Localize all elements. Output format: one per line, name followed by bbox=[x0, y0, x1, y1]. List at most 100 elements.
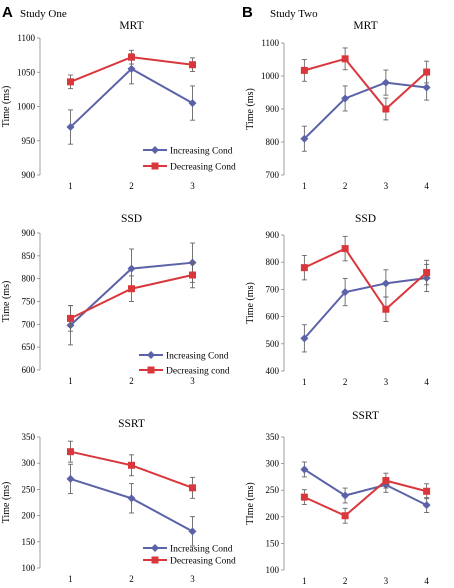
y-tick-label: 900 bbox=[266, 104, 280, 114]
legend: Increasing Cond Decreasing Cond bbox=[143, 146, 236, 173]
data-point bbox=[66, 474, 75, 483]
x-tick-label: 2 bbox=[129, 376, 134, 386]
data-point bbox=[382, 105, 390, 113]
x-tick-label: 2 bbox=[129, 574, 134, 584]
y-tick-label: 800 bbox=[266, 257, 280, 267]
legend-swatch-marker bbox=[151, 162, 159, 170]
x-tick-label: 2 bbox=[129, 181, 134, 191]
x-tick-label: 4 bbox=[424, 377, 429, 387]
data-point bbox=[341, 55, 349, 63]
y-tick-label: 350 bbox=[22, 432, 36, 442]
data-point bbox=[127, 64, 136, 73]
legend-swatch-marker bbox=[151, 544, 159, 552]
series-increasing bbox=[66, 463, 197, 547]
x-tick-label: 1 bbox=[68, 376, 73, 386]
series-increasing bbox=[300, 461, 431, 513]
y-tick-label: 650 bbox=[22, 342, 36, 352]
y-tick-label: 200 bbox=[266, 512, 280, 522]
data-point bbox=[188, 99, 197, 108]
data-point bbox=[300, 134, 309, 143]
series-decreasing bbox=[300, 235, 431, 322]
y-tick-label: 900 bbox=[266, 230, 280, 240]
series-increasing bbox=[300, 69, 431, 152]
y-tick-label: 250 bbox=[266, 485, 280, 495]
legend-label: Decreasing cond bbox=[166, 367, 230, 377]
panel-letter-b: B bbox=[242, 4, 253, 21]
y-tick-label: 1100 bbox=[17, 33, 35, 43]
legend-label: Increasing Cond bbox=[166, 352, 229, 362]
x-tick-label: 1 bbox=[302, 377, 307, 387]
data-point bbox=[300, 465, 309, 474]
y-tick-label: 1000 bbox=[17, 102, 36, 112]
legend: Increasing Cond Decreasing cond bbox=[139, 351, 230, 377]
series-line bbox=[303, 81, 427, 140]
y-axis-label: Time (ms) bbox=[1, 281, 12, 323]
x-tick-label: 2 bbox=[343, 181, 348, 191]
data-point bbox=[189, 61, 196, 69]
data-point bbox=[128, 461, 135, 469]
legend-swatch-marker bbox=[151, 146, 159, 154]
chart-title: SSD bbox=[355, 213, 376, 225]
y-tick-label: 600 bbox=[22, 365, 36, 375]
x-tick-label: 4 bbox=[424, 576, 429, 586]
y-axis-label: Time (ms) bbox=[245, 282, 256, 324]
y-tick-label: 750 bbox=[22, 297, 36, 307]
data-point bbox=[341, 288, 350, 297]
x-tick-label: 3 bbox=[384, 377, 389, 387]
data-point bbox=[423, 269, 431, 277]
data-point bbox=[423, 487, 431, 495]
panel-letter-a: A bbox=[2, 4, 13, 21]
chart-6: SSRT 100 150 200 250 300 350 1 2 3 4 TIme (ms) bbox=[245, 410, 431, 586]
x-tick-label: 1 bbox=[302, 181, 307, 191]
data-point bbox=[423, 68, 431, 76]
data-point bbox=[66, 123, 75, 132]
data-point bbox=[381, 78, 390, 87]
y-tick-label: 900 bbox=[22, 228, 36, 238]
data-point bbox=[127, 494, 136, 503]
series-line bbox=[303, 479, 427, 517]
y-tick-label: 700 bbox=[266, 170, 280, 180]
x-tick-label: 1 bbox=[302, 576, 307, 586]
y-tick-label: 300 bbox=[22, 458, 36, 468]
legend-label: Decreasing Cond bbox=[170, 163, 236, 173]
legend: Increasing Cond Decreasing Cond bbox=[143, 544, 236, 567]
data-point bbox=[300, 334, 309, 343]
data-point bbox=[67, 448, 74, 456]
chart-5: SSD 400 500 600 700 800 900 1 2 3 4 Time (ms) bbox=[245, 213, 431, 387]
y-axis-label: Time (ms) bbox=[1, 482, 12, 524]
chart-title: MRT bbox=[119, 20, 143, 32]
x-tick-label: 3 bbox=[190, 181, 195, 191]
chart-title: SSRT bbox=[352, 410, 379, 422]
x-tick-label: 3 bbox=[384, 181, 389, 191]
chart-4: MRT 700 800 900 1000 1100 1 2 3 4 Time (ms) bbox=[245, 20, 431, 191]
data-point bbox=[300, 66, 308, 74]
data-point bbox=[67, 314, 74, 322]
legend-label: Increasing Cond bbox=[170, 147, 233, 157]
data-point bbox=[422, 501, 431, 510]
series-line bbox=[303, 468, 428, 506]
y-tick-label: 500 bbox=[266, 339, 280, 349]
data-point bbox=[381, 279, 390, 288]
y-tick-label: 250 bbox=[22, 484, 36, 494]
x-tick-label: 3 bbox=[190, 574, 195, 584]
data-point bbox=[128, 285, 135, 293]
data-point bbox=[341, 245, 349, 253]
x-tick-label: 2 bbox=[343, 377, 348, 387]
y-tick-label: 800 bbox=[22, 274, 36, 284]
data-point bbox=[341, 94, 350, 103]
data-point bbox=[189, 484, 196, 492]
series-decreasing bbox=[67, 261, 196, 332]
legend-swatch-marker bbox=[147, 366, 155, 374]
chart-title: MRT bbox=[353, 20, 377, 32]
x-tick-label: 4 bbox=[424, 181, 429, 191]
x-tick-label: 2 bbox=[343, 576, 348, 586]
legend-label: Decreasing Cond bbox=[170, 557, 236, 567]
y-tick-label: 100 bbox=[22, 563, 36, 573]
data-point bbox=[188, 527, 197, 536]
data-point bbox=[300, 493, 308, 501]
series-decreasing bbox=[300, 47, 431, 121]
y-tick-label: 400 bbox=[266, 366, 280, 376]
x-tick-label: 3 bbox=[190, 376, 195, 386]
legend-label: Increasing Cond bbox=[170, 545, 233, 555]
